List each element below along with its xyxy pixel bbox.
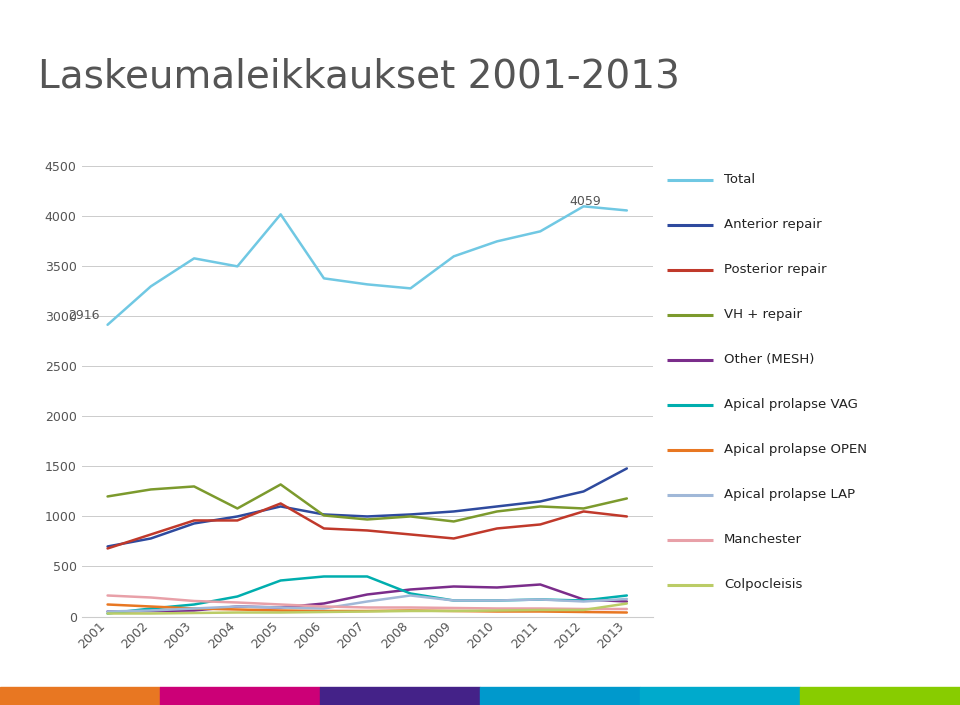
Text: Apical prolapse OPEN: Apical prolapse OPEN [724,443,867,456]
Text: EGENTLIGA FINLANDS SJUKVÅRDSDISTRIKT: EGENTLIGA FINLANDS SJUKVÅRDSDISTRIKT [12,30,205,42]
Text: Colpocleisis: Colpocleisis [724,579,803,591]
Bar [640,687,800,705]
Text: Total: Total [724,173,755,186]
Bar [480,687,640,705]
Bar [800,687,960,705]
Text: 2916: 2916 [68,309,100,321]
Text: 4059: 4059 [569,195,601,208]
Text: VARSINAIS-SUOMEN SAIRAANHOITOPIIRI: VARSINAIS-SUOMEN SAIRAANHOITOPIIRI [12,10,250,20]
Text: Anterior repair: Anterior repair [724,219,822,231]
Bar [160,687,320,705]
Text: VH + repair: VH + repair [724,308,802,321]
Text: Apical prolapse LAP: Apical prolapse LAP [724,489,855,501]
Bar [0,687,160,705]
Text: Laskeumaleikkaukset 2001-2013: Laskeumaleikkaukset 2001-2013 [38,57,681,95]
Text: Other (MESH): Other (MESH) [724,353,814,367]
Text: Posterior repair: Posterior repair [724,264,827,276]
Bar [320,687,480,705]
Text: Apical prolapse VAG: Apical prolapse VAG [724,398,857,412]
Text: Manchester: Manchester [724,534,802,546]
